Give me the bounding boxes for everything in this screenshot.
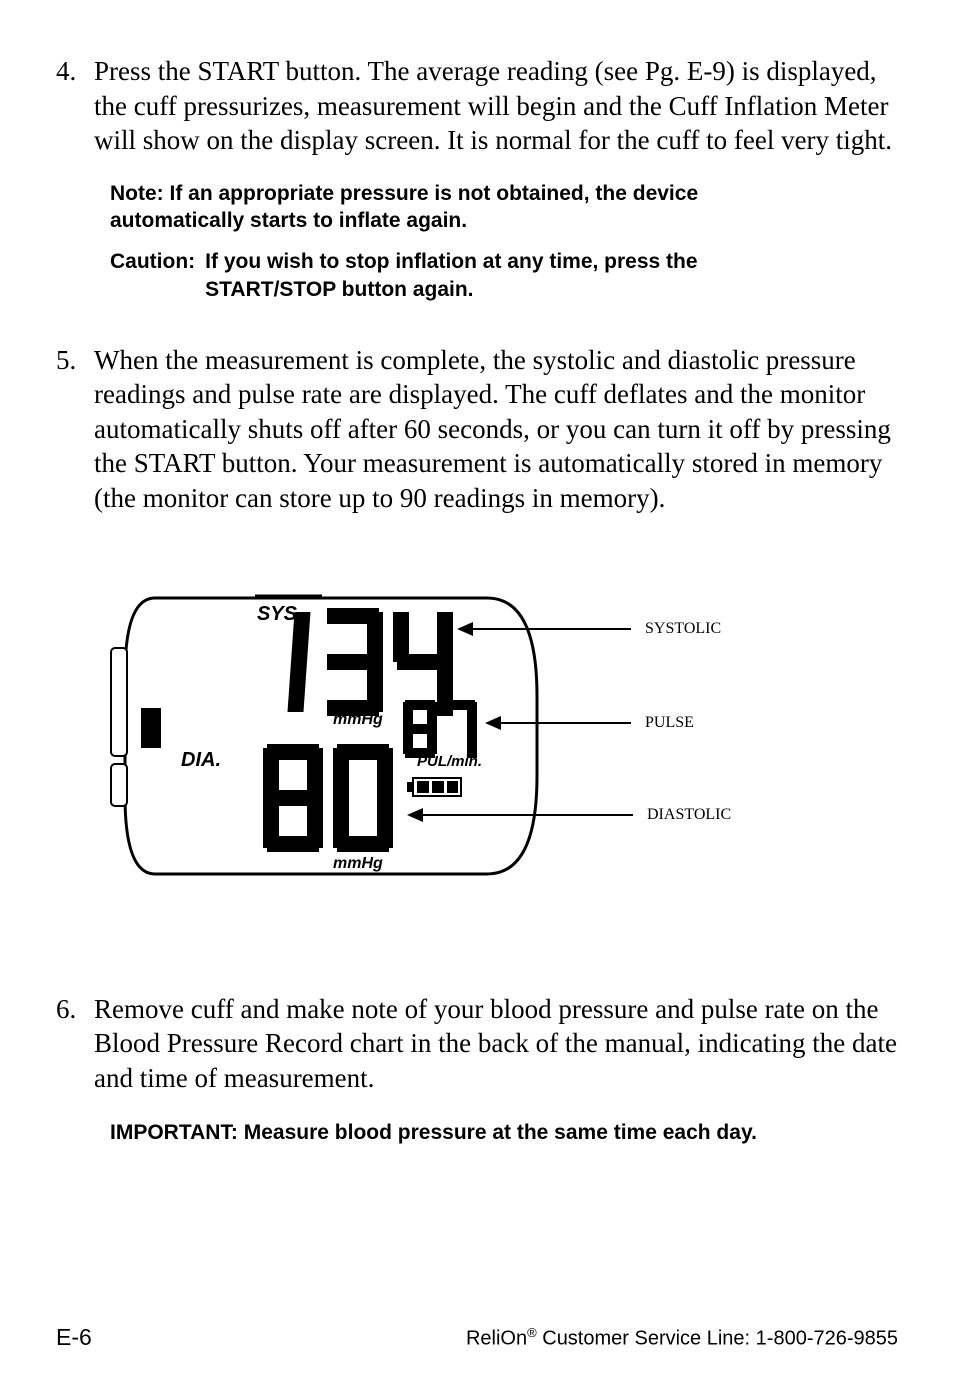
caution-row: Caution: If you wish to stop inflation a… [110,248,898,303]
step-6-row: 6. Remove cuff and make note of your blo… [56,992,898,1096]
arrow-left-icon [485,716,501,730]
registered-icon: ® [527,1325,537,1340]
step-5: 5. When the measurement is complete, the… [56,343,898,516]
systolic-label: SYSTOLIC [645,620,721,638]
step-5-row: 5. When the measurement is complete, the… [56,343,898,516]
page-footer: E-6 ReliOn® Customer Service Line: 1-800… [56,1324,898,1351]
systolic-callout: SYSTOLIC [457,620,721,638]
note-text: If an appropriate pressure is not obtain… [110,182,698,232]
arrow-shaft [501,722,631,724]
mmhg-lower: mmHg [333,855,383,872]
step-4-text: Press the START button. The average read… [94,54,898,158]
step-4-number: 4. [56,54,94,158]
note-label: Note: [110,182,170,205]
page-number: E-6 [56,1324,92,1351]
step-6-text: Remove cuff and make note of your blood … [94,992,898,1096]
arrow-shaft [473,628,631,630]
pulse-label: PULSE [645,714,694,732]
arrow-left-icon [407,808,423,822]
important-note: IMPORTANT: Measure blood pressure at the… [110,1121,898,1145]
step-6: 6. Remove cuff and make note of your blo… [56,992,898,1146]
arrow-shaft [423,814,633,816]
note-caution-block: Note: If an appropriate pressure is not … [110,180,898,303]
dia-label: DIA. [181,749,221,771]
step-5-number: 5. [56,343,94,516]
footer-text: ReliOn® Customer Service Line: 1-800-726… [466,1325,898,1351]
footer-brand: ReliOn [466,1328,527,1350]
footer-rest: Customer Service Line: 1-800-726-9855 [537,1328,898,1350]
step-5-text: When the measurement is complete, the sy… [94,343,898,516]
pulse-callout: PULSE [485,714,694,732]
step-4: 4. Press the START button. The average r… [56,54,898,303]
diastolic-callout: DIASTOLIC [407,806,731,824]
caution-text: If you wish to stop inflation at any tim… [205,248,735,303]
step-6-number: 6. [56,992,94,1096]
step-4-row: 4. Press the START button. The average r… [56,54,898,158]
arrow-left-icon [457,622,473,636]
note-content: Note: If an appropriate pressure is not … [110,180,720,235]
caution-label: Caution: [110,248,205,303]
note-row: Note: If an appropriate pressure is not … [110,180,898,235]
diastolic-label: DIASTOLIC [647,806,731,824]
display-diagram-wrap: SYS. DIA. mmHg mmHg PUL/min. [56,576,898,896]
display-diagram: SYS. DIA. mmHg mmHg PUL/min. [107,576,847,896]
